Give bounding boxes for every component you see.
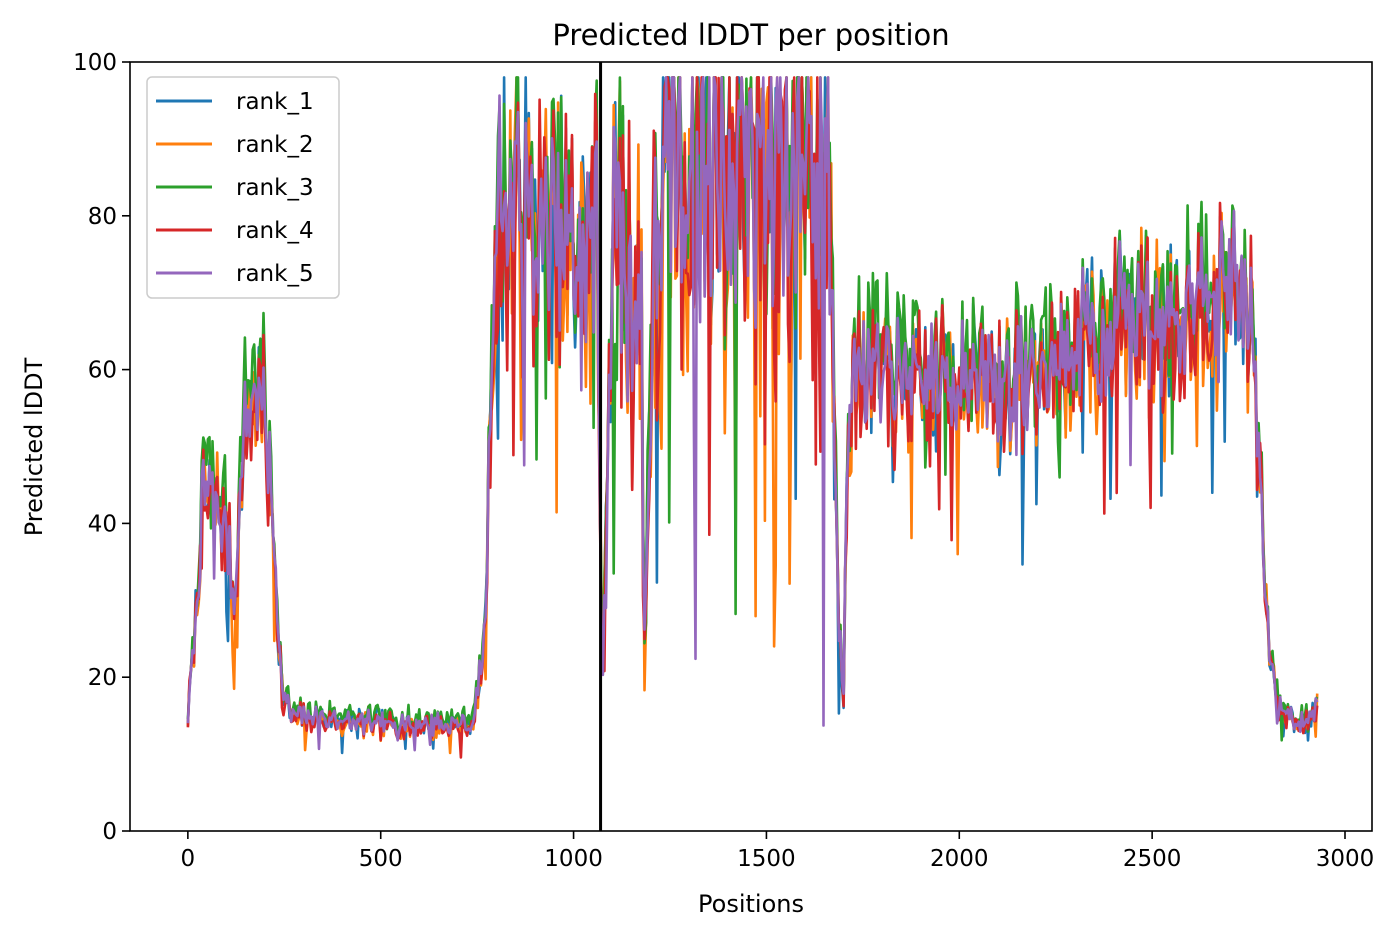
legend-label-rank_2: rank_2 [236,132,314,158]
legend-label-rank_1: rank_1 [236,89,314,115]
y-tick-label: 60 [88,358,117,384]
x-tick-label: 500 [359,846,403,872]
x-tick-label: 1500 [737,846,796,872]
plot-frame [129,61,1373,832]
x-tick-label: 2000 [930,846,989,872]
x-tick-label: 2500 [1123,846,1182,872]
y-tick-label: 20 [88,665,117,691]
series-line-rank_5 [186,76,1319,752]
y-tick-label: 40 [88,511,117,537]
x-tick-label: 3000 [1316,846,1375,872]
y-tick-label: 0 [102,819,117,845]
legend: rank_1 rank_2 rank_3 rank_4 rank_5 [146,76,340,299]
y-tick-label: 80 [88,204,117,230]
legend-label-rank_4: rank_4 [236,218,314,244]
x-axis-label: Positions [698,890,804,918]
series-group [186,76,1319,759]
chart-title: Predicted lDDT per position [552,18,949,52]
y-axis-label: Predicted lDDT [20,357,48,536]
legend-label-rank_5: rank_5 [236,261,314,287]
x-tick-label: 1000 [544,846,603,872]
legend-box [146,76,340,299]
legend-label-rank_3: rank_3 [236,175,314,201]
y-tick-label: 100 [73,50,117,76]
x-tick-label: 0 [181,846,196,872]
